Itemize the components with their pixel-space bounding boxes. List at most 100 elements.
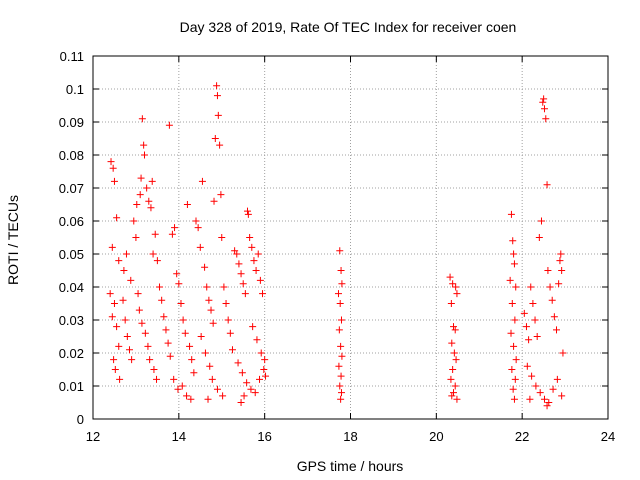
data-point <box>452 356 460 364</box>
data-point <box>533 333 541 340</box>
data-point <box>187 395 195 403</box>
data-point <box>523 362 531 370</box>
data-point <box>125 346 133 354</box>
data-points <box>106 82 567 410</box>
data-point <box>336 300 344 307</box>
data-point <box>240 392 248 400</box>
data-point <box>244 207 251 215</box>
data-point <box>234 359 242 367</box>
data-point <box>210 197 218 205</box>
x-tick-label: 14 <box>172 429 186 444</box>
data-point <box>109 164 117 172</box>
data-point <box>237 270 245 278</box>
y-tick-label: 0.06 <box>59 214 84 229</box>
y-tick-label: 0.02 <box>59 346 84 361</box>
data-point <box>111 366 119 373</box>
data-point <box>540 95 548 103</box>
data-point <box>542 115 550 123</box>
data-point <box>528 372 536 380</box>
data-point <box>248 243 256 251</box>
data-point <box>175 280 183 288</box>
data-point <box>150 366 158 373</box>
x-tick-label: 12 <box>86 429 100 444</box>
data-point <box>447 375 455 383</box>
data-point <box>108 243 116 251</box>
data-point <box>250 257 258 265</box>
data-point <box>183 201 191 208</box>
data-point <box>558 392 566 400</box>
data-point <box>213 92 221 100</box>
data-point <box>555 280 563 288</box>
data-point <box>527 283 535 291</box>
data-point <box>256 375 264 383</box>
data-point <box>146 356 154 364</box>
data-point <box>209 319 217 327</box>
data-point <box>448 339 456 347</box>
data-point <box>213 385 221 393</box>
y-tick-label: 0.03 <box>59 313 84 328</box>
chart-title: Day 328 of 2019, Rate Of TEC Index for r… <box>180 19 517 35</box>
data-point <box>164 339 172 347</box>
data-point <box>453 290 461 298</box>
data-point <box>545 399 553 406</box>
data-point <box>450 389 457 397</box>
data-point <box>128 356 136 364</box>
data-point <box>507 210 515 218</box>
data-point <box>121 316 129 324</box>
data-point <box>553 326 560 334</box>
data-point <box>506 276 514 284</box>
data-point <box>446 273 454 281</box>
data-point <box>233 250 241 258</box>
data-point <box>239 280 247 288</box>
data-point <box>338 352 346 360</box>
data-point <box>194 224 202 232</box>
data-point <box>228 346 236 354</box>
data-point <box>132 234 140 241</box>
data-point <box>539 98 547 106</box>
data-point <box>243 379 251 387</box>
data-point <box>153 375 161 383</box>
data-point <box>127 276 135 284</box>
data-point <box>237 399 245 406</box>
data-point <box>116 375 124 383</box>
x-tick-label: 18 <box>343 429 357 444</box>
data-point <box>253 336 261 344</box>
data-point <box>177 300 185 307</box>
data-point <box>190 369 198 377</box>
data-point <box>186 342 194 350</box>
data-point <box>224 316 232 324</box>
data-point <box>511 375 519 383</box>
data-point <box>535 234 543 241</box>
data-point <box>226 329 234 337</box>
data-point <box>106 290 114 298</box>
data-point <box>216 141 224 149</box>
data-point <box>179 316 187 324</box>
data-point <box>509 385 517 393</box>
data-point <box>238 369 246 377</box>
data-point <box>211 135 219 142</box>
data-point <box>337 316 345 324</box>
data-point <box>544 267 552 274</box>
data-point <box>188 356 196 364</box>
data-point <box>120 267 128 274</box>
y-tick-label: 0.05 <box>59 247 84 262</box>
data-point <box>452 283 460 291</box>
data-point <box>337 267 345 274</box>
data-point <box>173 270 181 278</box>
data-point <box>204 395 212 403</box>
data-point <box>110 177 118 185</box>
data-point <box>171 224 179 232</box>
data-point <box>149 250 157 258</box>
data-point <box>451 326 459 334</box>
data-point <box>257 349 265 357</box>
data-point <box>123 333 131 340</box>
data-point <box>548 296 556 304</box>
data-point <box>145 197 153 205</box>
data-point <box>558 267 566 274</box>
data-point <box>532 382 540 390</box>
data-point <box>338 280 346 288</box>
data-point <box>156 283 164 291</box>
data-point <box>540 105 548 113</box>
data-point <box>536 389 544 397</box>
